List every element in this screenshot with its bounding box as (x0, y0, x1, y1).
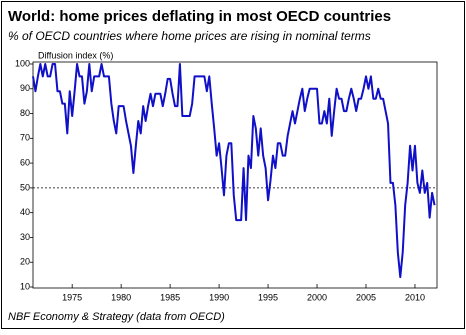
y-tick-label: 20 (20, 257, 30, 267)
y-tick-label: 40 (20, 207, 30, 217)
x-tick-label: 1990 (209, 292, 229, 302)
y-tick-label: 80 (20, 108, 30, 118)
y-tick-label: 50 (20, 182, 30, 192)
x-tick-label: 2010 (405, 292, 425, 302)
series-line (32, 63, 436, 279)
x-tick-label: 2000 (307, 292, 327, 302)
source: NBF Economy & Strategy (data from OECD) (8, 311, 225, 323)
y-tick-label: 90 (20, 83, 30, 93)
y-tick-label: 100 (15, 58, 30, 68)
x-tick-label: 1975 (62, 292, 82, 302)
x-tick-label: 1995 (258, 292, 278, 302)
x-tick-label: 1980 (111, 292, 131, 302)
x-tick-label: 1985 (160, 292, 180, 302)
chart-subtitle: % of OECD countries where home prices ar… (8, 29, 371, 43)
y-tick-label: 10 (20, 281, 30, 291)
y-axis-label: Diffusion index (%) (38, 50, 113, 60)
y-tick-label: 70 (20, 133, 30, 143)
plot-frame (32, 61, 438, 289)
y-tick-label: 30 (20, 232, 30, 242)
x-tick-label: 2005 (356, 292, 376, 302)
y-tick-label: 60 (20, 157, 30, 167)
chart-title: World: home prices deflating in most OEC… (8, 8, 391, 25)
